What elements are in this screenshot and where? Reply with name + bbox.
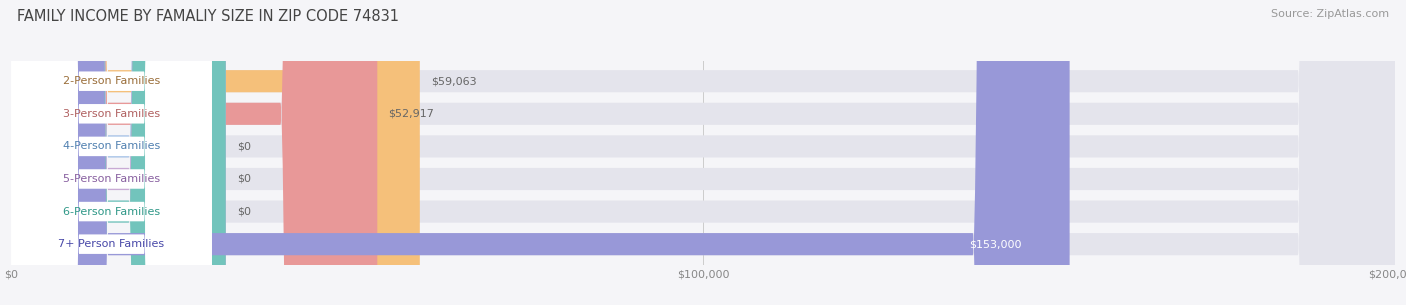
FancyBboxPatch shape: [11, 0, 226, 305]
Text: 6-Person Families: 6-Person Families: [63, 206, 160, 217]
FancyBboxPatch shape: [11, 0, 1395, 305]
FancyBboxPatch shape: [11, 0, 1395, 305]
Text: FAMILY INCOME BY FAMALIY SIZE IN ZIP CODE 74831: FAMILY INCOME BY FAMALIY SIZE IN ZIP COD…: [17, 9, 399, 24]
Text: $0: $0: [236, 206, 250, 217]
FancyBboxPatch shape: [11, 0, 1395, 305]
FancyBboxPatch shape: [11, 0, 212, 305]
Text: 7+ Person Families: 7+ Person Families: [59, 239, 165, 249]
Text: $52,917: $52,917: [388, 109, 434, 119]
Text: $0: $0: [236, 174, 250, 184]
FancyBboxPatch shape: [11, 0, 1395, 305]
Text: $153,000: $153,000: [969, 239, 1021, 249]
Text: $59,063: $59,063: [430, 76, 477, 86]
Text: 4-Person Families: 4-Person Families: [63, 142, 160, 151]
FancyBboxPatch shape: [11, 0, 212, 305]
FancyBboxPatch shape: [11, 0, 226, 305]
Text: $0: $0: [236, 142, 250, 151]
FancyBboxPatch shape: [11, 0, 212, 305]
FancyBboxPatch shape: [11, 0, 1070, 305]
FancyBboxPatch shape: [11, 0, 420, 305]
Text: 5-Person Families: 5-Person Families: [63, 174, 160, 184]
FancyBboxPatch shape: [11, 0, 212, 305]
FancyBboxPatch shape: [11, 0, 226, 305]
FancyBboxPatch shape: [11, 0, 212, 305]
Text: 2-Person Families: 2-Person Families: [63, 76, 160, 86]
FancyBboxPatch shape: [11, 0, 377, 305]
FancyBboxPatch shape: [11, 0, 212, 305]
FancyBboxPatch shape: [11, 0, 1395, 305]
FancyBboxPatch shape: [11, 0, 1395, 305]
Text: Source: ZipAtlas.com: Source: ZipAtlas.com: [1271, 9, 1389, 19]
Text: 3-Person Families: 3-Person Families: [63, 109, 160, 119]
